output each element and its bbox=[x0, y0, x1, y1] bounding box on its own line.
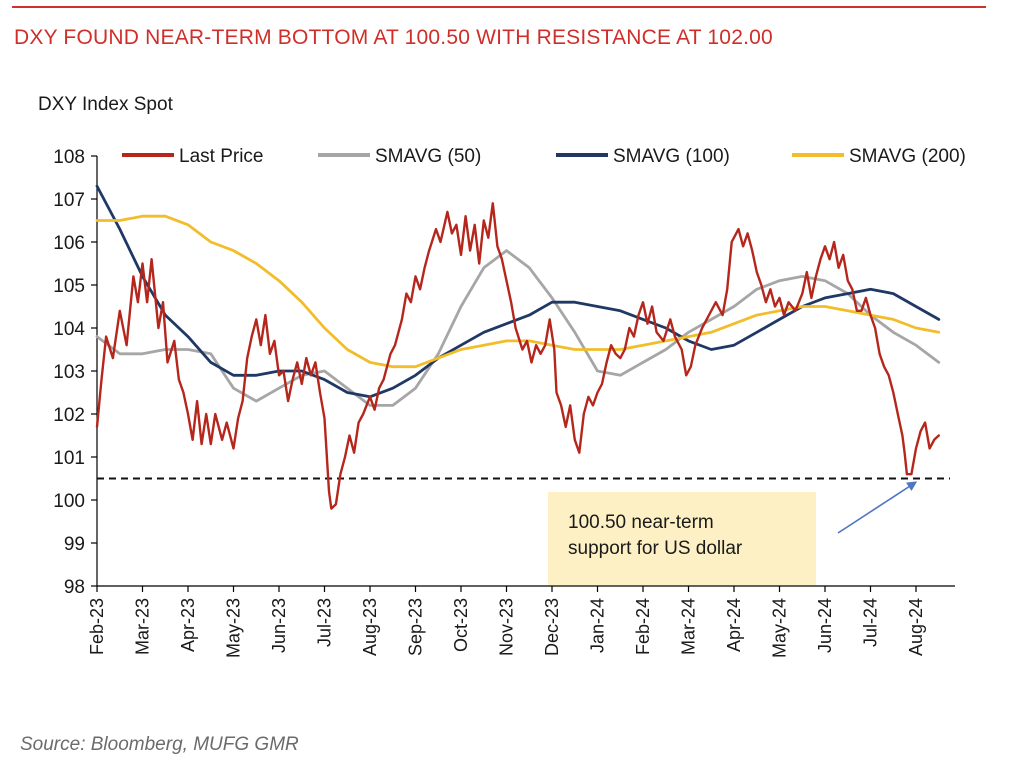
legend-label: Last Price bbox=[179, 146, 263, 167]
legend-label: SMAVG (200) bbox=[849, 146, 966, 167]
x-tick-label: May-24 bbox=[770, 598, 790, 658]
y-tick-label: 99 bbox=[64, 534, 85, 555]
annotation: 100.50 near-term support for US dollar bbox=[548, 492, 816, 585]
y-tick-label: 106 bbox=[53, 233, 85, 254]
x-tick-label: Oct-23 bbox=[451, 598, 471, 652]
series-line-sma100 bbox=[95, 184, 941, 399]
source-note: Source: Bloomberg, MUFG GMR bbox=[20, 734, 299, 755]
x-tick-label: Aug-23 bbox=[360, 598, 380, 656]
y-tick-label: 101 bbox=[53, 448, 85, 469]
x-tick-label: Feb-24 bbox=[633, 598, 653, 655]
x-tick-label: Jun-23 bbox=[269, 598, 289, 653]
series-line-sma200 bbox=[95, 214, 941, 369]
x-tick-label: May-23 bbox=[224, 598, 244, 658]
x-tick-label: Sep-23 bbox=[406, 598, 426, 656]
x-tick-label: Aug-24 bbox=[906, 598, 926, 656]
annotation-box bbox=[548, 492, 816, 585]
y-tick-label: 102 bbox=[53, 405, 85, 426]
x-tick-label: Jun-24 bbox=[815, 598, 835, 653]
x-tick-label: Jan-24 bbox=[588, 598, 608, 653]
series-line-last-price bbox=[95, 202, 940, 510]
y-axis-label: DXY Index Spot bbox=[38, 94, 174, 115]
x-tick-label: Nov-23 bbox=[497, 598, 517, 656]
x-tick-label: Feb-23 bbox=[87, 598, 107, 655]
y-tick-label: 107 bbox=[53, 190, 85, 211]
y-tick-label: 108 bbox=[53, 147, 85, 168]
x-tick-label: Mar-24 bbox=[679, 598, 699, 655]
chart-title: DXY FOUND NEAR-TERM BOTTOM AT 100.50 WIT… bbox=[14, 26, 773, 49]
legend: Last Price SMAVG (50) SMAVG (100) SMAVG (20… bbox=[122, 146, 966, 167]
legend-label: SMAVG (100) bbox=[613, 146, 730, 167]
y-tick-label: 103 bbox=[53, 362, 85, 383]
x-tick-label: Jul-24 bbox=[861, 598, 881, 647]
series-group bbox=[95, 184, 941, 510]
annotation-line-2: support for US dollar bbox=[568, 538, 743, 559]
x-tick-label: Apr-24 bbox=[724, 598, 744, 652]
annotation-arrow-group bbox=[837, 481, 918, 534]
x-axis: Feb-23 Mar-23 Apr-23 May-23 Jun-23 Jul-23 Aug-… bbox=[87, 585, 955, 658]
y-axis: 98 99 100 101 102 103 104 105 106 107 108 bbox=[53, 147, 98, 598]
series-line-sma50 bbox=[95, 249, 941, 407]
y-tick-label: 105 bbox=[53, 276, 85, 297]
x-tick-label: Mar-23 bbox=[133, 598, 153, 655]
x-tick-label: Jul-23 bbox=[315, 598, 335, 647]
annotation-line-1: 100.50 near-term bbox=[568, 512, 714, 533]
top-rule bbox=[12, 6, 986, 8]
y-tick-label: 100 bbox=[53, 491, 85, 512]
annotation-arrow bbox=[837, 481, 918, 534]
x-tick-label: Dec-23 bbox=[542, 598, 562, 656]
y-tick-label: 104 bbox=[53, 319, 85, 340]
legend-label: SMAVG (50) bbox=[375, 146, 481, 167]
y-tick-label: 98 bbox=[64, 577, 85, 598]
x-tick-label: Apr-23 bbox=[178, 598, 198, 652]
